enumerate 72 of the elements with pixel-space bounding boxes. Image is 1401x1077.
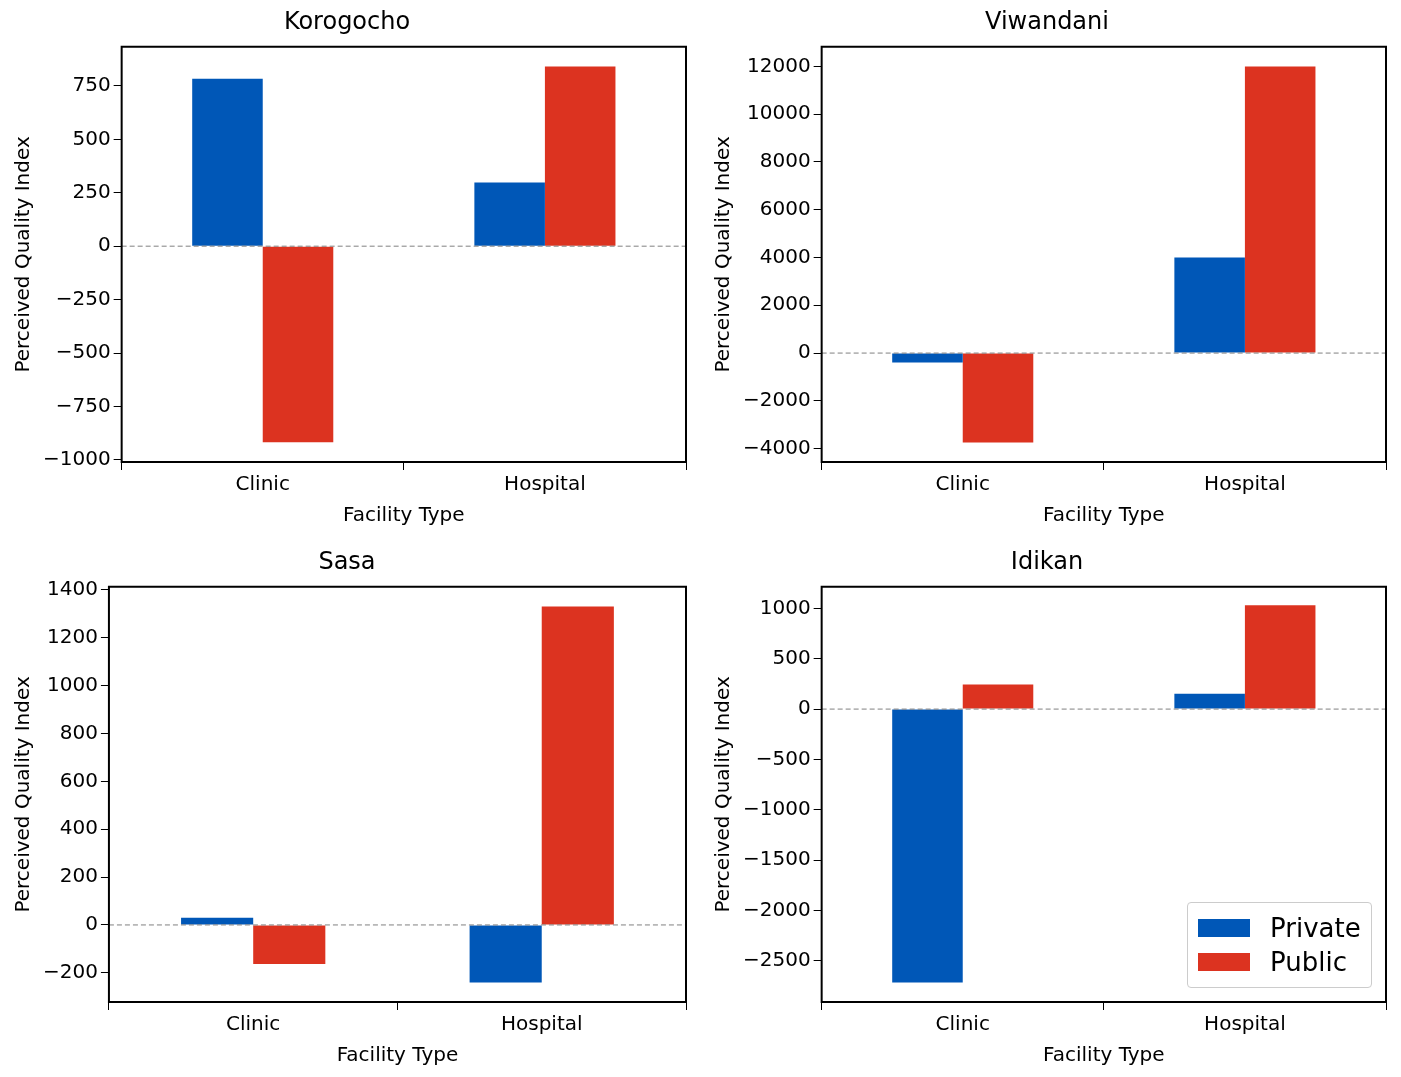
y-tick-label: −2500 [743, 947, 811, 972]
x-tick-label: Hospital [500, 1011, 583, 1036]
y-tick-label: 0 [97, 232, 111, 257]
y-tick-label: −200 [42, 959, 98, 984]
bar [469, 925, 542, 983]
y-tick-label: 500 [772, 644, 811, 669]
bar [1174, 257, 1245, 353]
y-tick-label: 12000 [747, 52, 811, 77]
y-tick-label: 1000 [759, 594, 811, 619]
y-axis-title: Perceived Quality Index [10, 136, 35, 373]
y-tick-label: −250 [55, 285, 111, 310]
y-tick-label: −1000 [743, 796, 811, 821]
bar [474, 182, 545, 246]
y-tick-label: 750 [72, 72, 111, 97]
y-tick-label: −4000 [743, 434, 811, 459]
legend-label: Public [1270, 947, 1347, 977]
y-tick-label: 400 [59, 815, 98, 840]
bar [262, 246, 334, 443]
chart-title: Viwandani [985, 6, 1109, 35]
bar [1174, 693, 1245, 709]
x-tick-label: Clinic [226, 1011, 281, 1036]
x-axis-title: Facility Type [1043, 502, 1165, 527]
bar [1244, 66, 1316, 353]
y-tick-label: 0 [797, 695, 811, 720]
bar [181, 917, 254, 925]
y-tick-label: 4000 [759, 243, 811, 268]
x-tick-label: Clinic [935, 1011, 990, 1036]
y-tick-label: 0 [85, 911, 98, 936]
bar [541, 606, 614, 925]
y-tick-label: −1500 [743, 846, 811, 871]
chart-title: Sasa [318, 546, 376, 575]
y-tick-label: −2000 [743, 387, 811, 412]
y-tick-label: −750 [55, 392, 111, 417]
x-tick-label: Clinic [235, 471, 290, 496]
y-tick-label: 600 [59, 767, 98, 792]
y-tick-label: 0 [797, 339, 811, 364]
y-tick-label: 10000 [747, 100, 811, 125]
bar [892, 353, 963, 363]
y-axis-title: Perceived Quality Index [710, 676, 735, 913]
y-tick-label: −1000 [43, 446, 111, 471]
bar [253, 925, 326, 964]
y-tick-label: 2000 [759, 291, 811, 316]
chart-title: Korogocho [283, 6, 411, 35]
x-tick-label: Hospital [1204, 1011, 1286, 1036]
legend-label: Private [1270, 913, 1361, 943]
bar [962, 353, 1034, 443]
x-tick-label: Hospital [504, 471, 586, 496]
x-tick-label: Hospital [1204, 471, 1286, 496]
bar [1244, 605, 1316, 709]
y-tick-label: 250 [72, 178, 111, 203]
y-axis-title: Perceived Quality Index [10, 676, 35, 913]
y-tick-label: 500 [72, 125, 111, 150]
y-tick-label: 800 [59, 719, 98, 744]
y-tick-label: −500 [755, 745, 811, 770]
bar [892, 709, 963, 983]
y-tick-label: 1400 [47, 576, 98, 601]
bar [544, 66, 616, 246]
bar [962, 684, 1034, 709]
x-axis-title: Facility Type [336, 1042, 459, 1067]
y-tick-label: 1200 [47, 623, 98, 648]
bar [192, 78, 263, 246]
x-tick-label: Clinic [935, 471, 990, 496]
y-tick-label: 8000 [759, 148, 811, 173]
y-axis-title: Perceived Quality Index [710, 136, 735, 373]
x-axis-title: Facility Type [1043, 1042, 1165, 1067]
x-axis-title: Facility Type [343, 502, 465, 527]
y-tick-label: −2000 [743, 896, 811, 921]
chart-title: Idikan [1010, 546, 1084, 575]
y-tick-label: 6000 [759, 195, 811, 220]
y-tick-label: 200 [59, 863, 98, 888]
y-tick-label: −500 [55, 339, 111, 364]
y-tick-label: 1000 [47, 671, 98, 696]
